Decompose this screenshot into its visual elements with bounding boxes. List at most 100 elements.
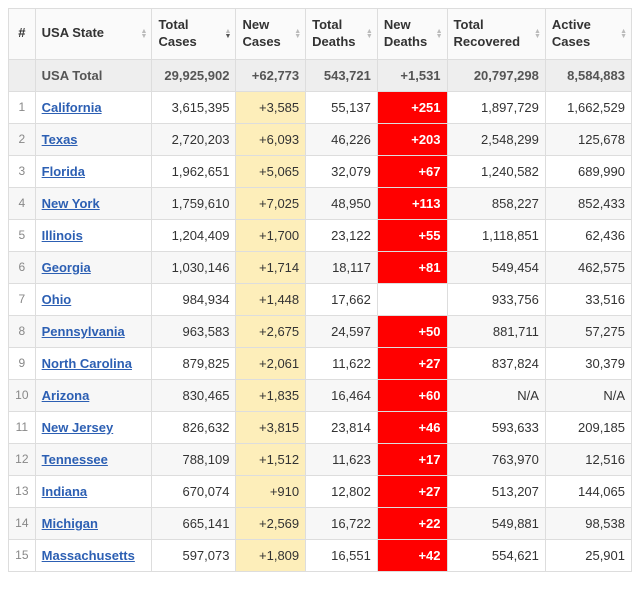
cell-new-cases: +3,815: [236, 411, 306, 443]
cell-total-cases: 1,962,651: [152, 155, 236, 187]
col-header-rank[interactable]: #: [9, 9, 36, 60]
cell-total-recovered: 858,227: [447, 187, 545, 219]
cell-rank: 8: [9, 315, 36, 347]
cell-active-cases: 8,584,883: [545, 59, 631, 91]
state-link[interactable]: Florida: [42, 164, 85, 179]
cell-total-recovered: N/A: [447, 379, 545, 411]
sort-icon: ▲▼: [225, 29, 232, 39]
cell-total-deaths: 23,122: [306, 219, 378, 251]
cell-total-deaths: 12,802: [306, 475, 378, 507]
table-header: # USA State ▲▼ Total Cases ▲▼ New Cases …: [9, 9, 632, 60]
cell-total-cases: 963,583: [152, 315, 236, 347]
col-header-new-deaths[interactable]: New Deaths ▲▼: [377, 9, 447, 60]
cell-active-cases: 689,990: [545, 155, 631, 187]
table-body: USA Total 29,925,902 +62,773 543,721 +1,…: [9, 59, 632, 571]
cell-total-cases: 597,073: [152, 539, 236, 571]
cell-rank: 10: [9, 379, 36, 411]
cell-new-deaths: [377, 283, 447, 315]
cell-new-deaths: +81: [377, 251, 447, 283]
cell-rank: 12: [9, 443, 36, 475]
cell-total-cases: 670,074: [152, 475, 236, 507]
cell-total-deaths: 48,950: [306, 187, 378, 219]
cell-active-cases: 98,538: [545, 507, 631, 539]
col-header-total-deaths[interactable]: Total Deaths ▲▼: [306, 9, 378, 60]
cell-total-recovered: 513,207: [447, 475, 545, 507]
cell-active-cases: 125,678: [545, 123, 631, 155]
state-link[interactable]: Georgia: [42, 260, 91, 275]
state-link[interactable]: Indiana: [42, 484, 88, 499]
cell-total-deaths: 18,117: [306, 251, 378, 283]
state-link[interactable]: Tennessee: [42, 452, 108, 467]
cell-total-recovered: 554,621: [447, 539, 545, 571]
cell-state: Ohio: [35, 283, 152, 315]
col-header-total-recovered[interactable]: Total Recovered ▲▼: [447, 9, 545, 60]
cell-new-cases: +1,448: [236, 283, 306, 315]
col-label: New Deaths: [384, 17, 427, 49]
state-link[interactable]: New York: [42, 196, 100, 211]
table-row: 4New York1,759,610+7,02548,950+113858,22…: [9, 187, 632, 219]
state-link[interactable]: Pennsylvania: [42, 324, 125, 339]
cell-state: California: [35, 91, 152, 123]
state-link[interactable]: Ohio: [42, 292, 72, 307]
state-link[interactable]: North Carolina: [42, 356, 132, 371]
state-link[interactable]: Michigan: [42, 516, 98, 531]
col-header-new-cases[interactable]: New Cases ▲▼: [236, 9, 306, 60]
cell-total-recovered: 837,824: [447, 347, 545, 379]
cell-new-deaths: +42: [377, 539, 447, 571]
cell-rank: 7: [9, 283, 36, 315]
col-header-state[interactable]: USA State ▲▼: [35, 9, 152, 60]
cell-total-deaths: 16,551: [306, 539, 378, 571]
state-link[interactable]: Massachusetts: [42, 548, 135, 563]
cell-new-deaths: +46: [377, 411, 447, 443]
col-header-total-cases[interactable]: Total Cases ▲▼: [152, 9, 236, 60]
state-link[interactable]: Texas: [42, 132, 78, 147]
table-row: 3Florida1,962,651+5,06532,079+671,240,58…: [9, 155, 632, 187]
cell-state: Tennessee: [35, 443, 152, 475]
cell-new-deaths: +17: [377, 443, 447, 475]
cell-rank: 15: [9, 539, 36, 571]
cell-state: Georgia: [35, 251, 152, 283]
cell-new-cases: +1,835: [236, 379, 306, 411]
cell-total-cases: 984,934: [152, 283, 236, 315]
state-link[interactable]: Arizona: [42, 388, 90, 403]
state-link[interactable]: California: [42, 100, 102, 115]
cell-new-deaths: +55: [377, 219, 447, 251]
cell-state: Texas: [35, 123, 152, 155]
col-label: USA State: [42, 25, 104, 40]
cell-total-cases: 879,825: [152, 347, 236, 379]
cell-rank: 11: [9, 411, 36, 443]
col-label: Total Deaths: [312, 17, 355, 49]
cell-total-cases: 2,720,203: [152, 123, 236, 155]
cell-total-recovered: 20,797,298: [447, 59, 545, 91]
cell-total-recovered: 1,897,729: [447, 91, 545, 123]
cell-active-cases: 33,516: [545, 283, 631, 315]
cell-total-recovered: 593,633: [447, 411, 545, 443]
cell-new-deaths: +203: [377, 123, 447, 155]
cell-rank: 3: [9, 155, 36, 187]
cell-total-deaths: 32,079: [306, 155, 378, 187]
cell-rank: 6: [9, 251, 36, 283]
cell-rank: 13: [9, 475, 36, 507]
table-row: 15Massachusetts597,073+1,80916,551+42554…: [9, 539, 632, 571]
cell-total-recovered: 549,454: [447, 251, 545, 283]
cell-total-cases: 830,465: [152, 379, 236, 411]
col-header-active-cases[interactable]: Active Cases ▲▼: [545, 9, 631, 60]
sort-icon: ▲▼: [294, 29, 301, 39]
cell-total-recovered: 933,756: [447, 283, 545, 315]
cell-new-cases: +2,675: [236, 315, 306, 347]
state-link[interactable]: New Jersey: [42, 420, 114, 435]
table-row: 12Tennessee788,109+1,51211,623+17763,970…: [9, 443, 632, 475]
state-link[interactable]: Illinois: [42, 228, 83, 243]
cell-state: Illinois: [35, 219, 152, 251]
cell-state: North Carolina: [35, 347, 152, 379]
table-row: 7Ohio984,934+1,44817,662933,75633,516: [9, 283, 632, 315]
cell-rank: 5: [9, 219, 36, 251]
cell-active-cases: 57,275: [545, 315, 631, 347]
cell-new-cases: +2,569: [236, 507, 306, 539]
cell-new-cases: +910: [236, 475, 306, 507]
sort-icon: ▲▼: [534, 29, 541, 39]
cell-total-deaths: 46,226: [306, 123, 378, 155]
cell-active-cases: N/A: [545, 379, 631, 411]
sort-icon: ▲▼: [436, 29, 443, 39]
table-row: 6Georgia1,030,146+1,71418,117+81549,4544…: [9, 251, 632, 283]
